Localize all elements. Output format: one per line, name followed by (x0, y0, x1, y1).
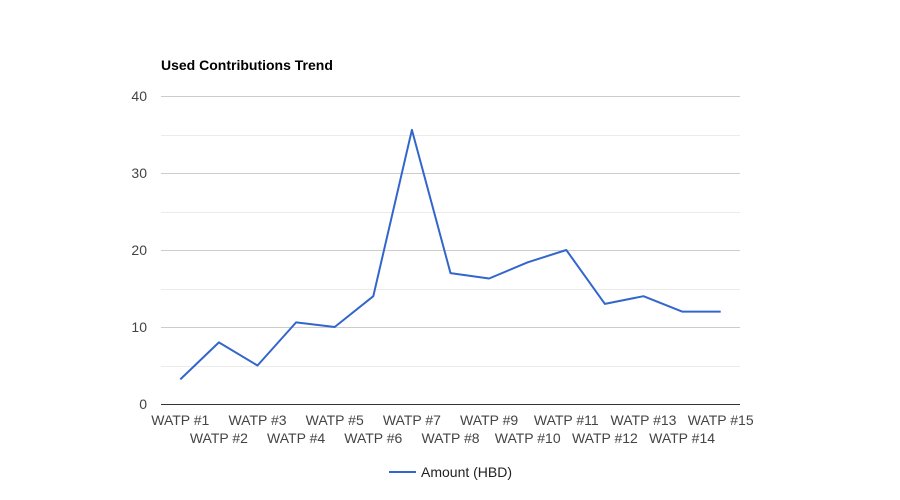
legend-label[interactable]: Amount (HBD) (421, 464, 512, 480)
x-tick-label: WATP #5 (306, 412, 364, 428)
x-axis-tick-labels: WATP #1 WATP #2 WATP #3 WATP #4 WATP #5 WATP … (151, 412, 754, 446)
chart-title: Used Contributions Trend (161, 57, 333, 73)
x-tick-label: WATP #3 (228, 412, 286, 428)
x-tick-label: WATP #1 (151, 412, 209, 428)
y-tick-label: 40 (131, 88, 147, 104)
x-tick-label: WATP #8 (421, 430, 479, 446)
x-tick-label: WATP #6 (344, 430, 402, 446)
x-tick-label: WATP #15 (688, 412, 754, 428)
legend[interactable]: Amount (HBD) (389, 464, 512, 480)
y-tick-label: 0 (139, 396, 147, 412)
y-axis-tick-labels: 0 10 20 30 40 (131, 88, 147, 412)
y-tick-label: 10 (131, 319, 147, 335)
x-tick-label: WATP #9 (460, 412, 518, 428)
series-layer (179, 128, 721, 381)
x-tick-label: WATP #14 (649, 430, 715, 446)
x-tick-label: WATP #11 (534, 412, 599, 428)
series-line[interactable] (179, 128, 721, 381)
x-tick-label: WATP #7 (383, 412, 441, 428)
y-tick-label: 30 (131, 165, 147, 181)
x-tick-label: WATP #10 (495, 430, 561, 446)
x-tick-label: WATP #12 (572, 430, 638, 446)
x-tick-label: WATP #2 (190, 430, 248, 446)
x-tick-label: WATP #13 (611, 412, 677, 428)
y-tick-label: 20 (131, 242, 147, 258)
x-tick-label: WATP #4 (267, 430, 325, 446)
gridlines (161, 96, 740, 405)
